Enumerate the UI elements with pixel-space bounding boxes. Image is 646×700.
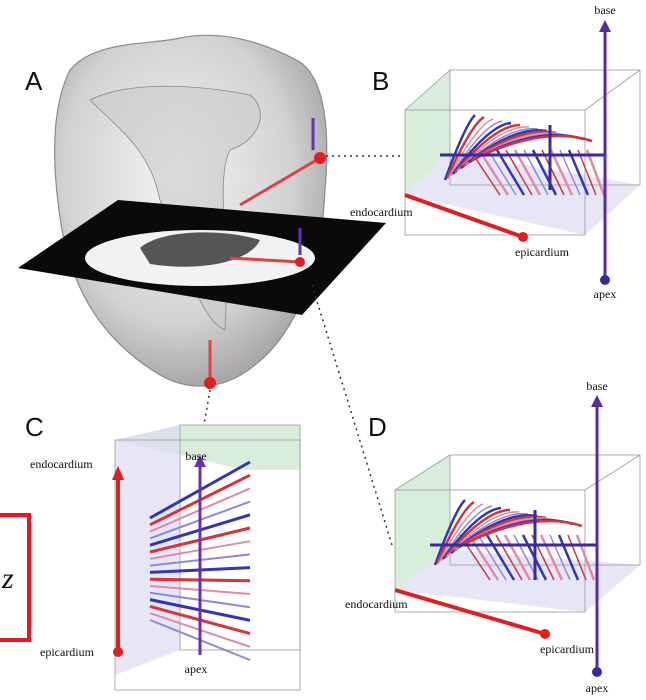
panel-label: A bbox=[25, 66, 43, 96]
panel-label: D bbox=[368, 412, 387, 442]
figure: A B base apex endocardium epicardium C bbox=[0, 0, 646, 700]
marker-dot bbox=[295, 257, 305, 267]
axis-label: apex bbox=[185, 662, 208, 676]
box-edge bbox=[585, 70, 640, 110]
panel-b: B base apex endocardium epicardium bbox=[350, 3, 640, 301]
axis-label: epicardium bbox=[40, 645, 95, 659]
axis-label: base bbox=[586, 379, 607, 393]
connector bbox=[204, 390, 210, 425]
axis-arrow bbox=[591, 395, 603, 407]
axis-label: apex bbox=[594, 287, 617, 301]
axis-label: base bbox=[594, 3, 615, 17]
marker-dot bbox=[204, 377, 216, 389]
axis-label: base bbox=[185, 449, 206, 463]
axis-label: epicardium bbox=[515, 245, 570, 259]
panel-label: B bbox=[372, 66, 389, 96]
axis-end bbox=[113, 647, 123, 657]
box-edge bbox=[585, 455, 640, 490]
axis-label: endocardium bbox=[30, 457, 93, 471]
axis-end bbox=[600, 275, 610, 285]
axis-end bbox=[518, 232, 528, 242]
axis-label: endocardium bbox=[345, 597, 408, 611]
overlay-symbol: z bbox=[1, 562, 14, 595]
axis-label: epicardium bbox=[540, 642, 595, 656]
axis-label: endocardium bbox=[350, 205, 413, 219]
axis-end bbox=[592, 667, 602, 677]
axis-end bbox=[540, 629, 550, 639]
marker-dot bbox=[314, 152, 326, 164]
side-face bbox=[115, 425, 180, 675]
panel-label: C bbox=[25, 412, 44, 442]
panel-d: D base apex endocardium epicardium bbox=[345, 379, 640, 695]
page: {"panels": [ {"label": "A"}, {"label": "… bbox=[0, 0, 646, 700]
axis-arrow bbox=[599, 20, 611, 32]
axis-label: apex bbox=[586, 681, 609, 695]
panel-c: C base apex endocardium epicardium bbox=[25, 412, 300, 690]
